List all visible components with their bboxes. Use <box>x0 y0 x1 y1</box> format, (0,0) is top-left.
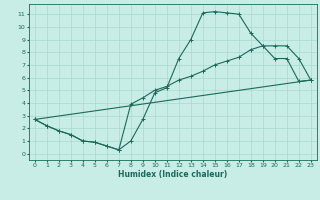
X-axis label: Humidex (Indice chaleur): Humidex (Indice chaleur) <box>118 170 228 179</box>
